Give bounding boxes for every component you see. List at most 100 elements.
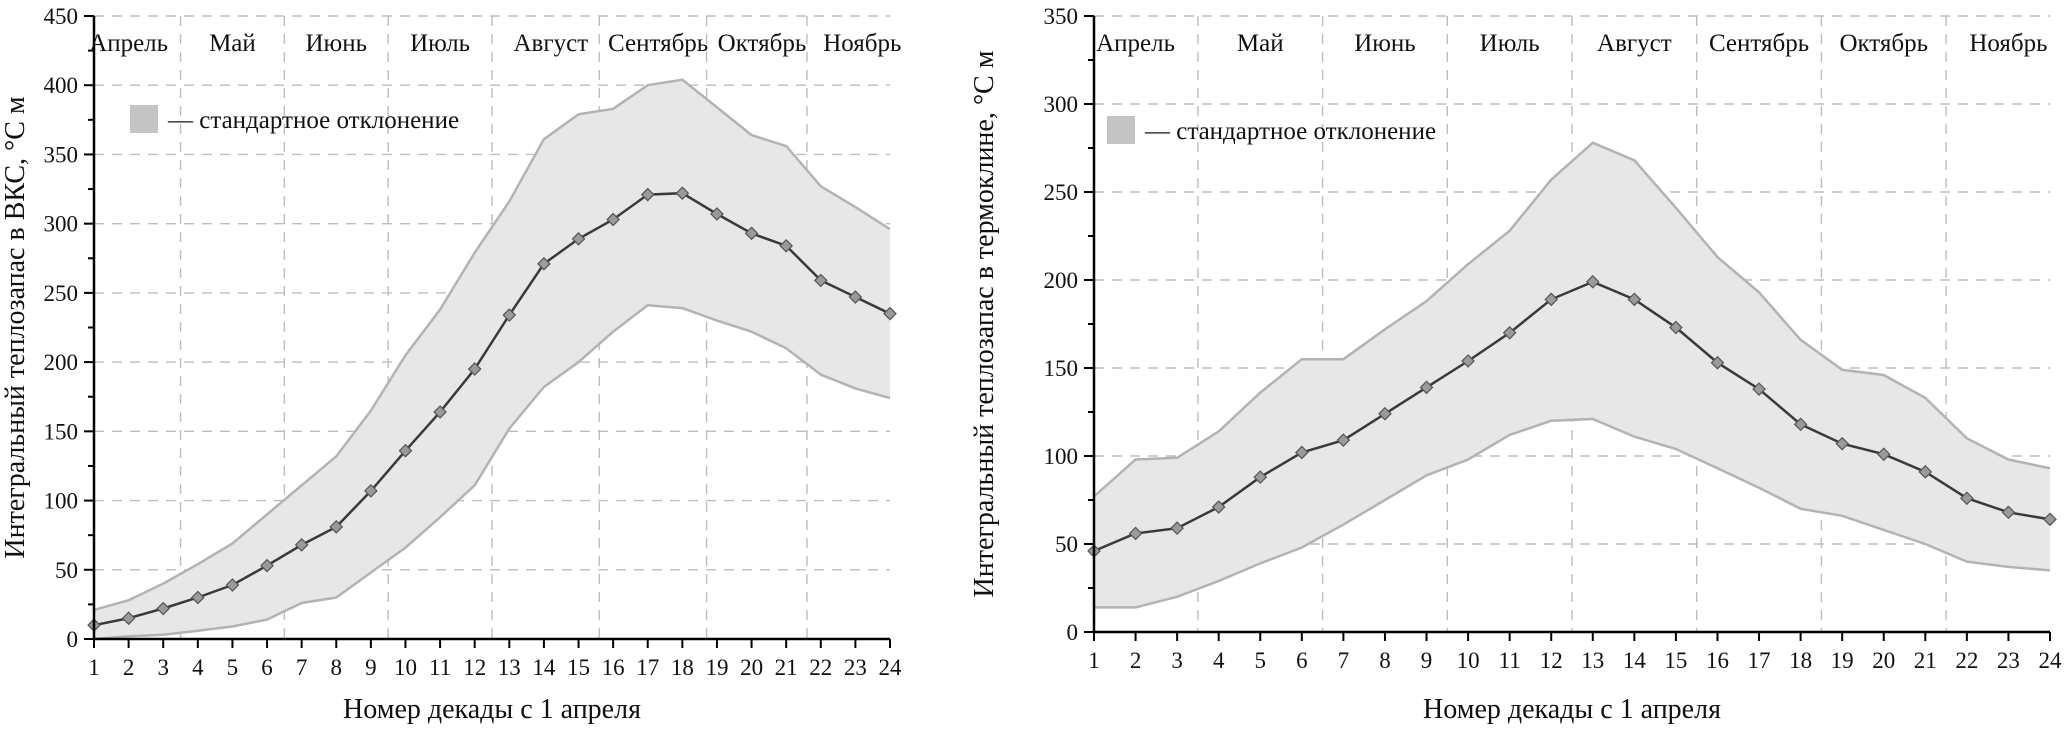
c1-x-tick-label-12: 12 xyxy=(1540,648,1563,673)
c0-x-tick-label-9: 9 xyxy=(365,655,377,680)
c0-mean-point-7 xyxy=(294,538,309,552)
c0-mean-point-3 xyxy=(156,601,171,616)
c0-y-axis-title: Интегральный теплозапас в ВКС, °С м xyxy=(0,96,31,559)
c0-mean-point-10 xyxy=(398,443,413,458)
c1-y-tick-label-100: 100 xyxy=(1044,444,1079,469)
c1-y-tick-label-200: 200 xyxy=(1044,268,1079,293)
chart-left: 0 50 100 150 200 250 300 350 400 450 1 2 3 4 5 6 7 8 9 10 11… xyxy=(0,0,1000,730)
c0-y-tick-label-450: 450 xyxy=(44,4,79,29)
c1-mean-point-5 xyxy=(1253,470,1268,484)
c1-x-tick-label-17: 17 xyxy=(1748,648,1771,673)
c0-mean-point-4 xyxy=(190,590,205,605)
c1-mean-point-19 xyxy=(1835,436,1850,451)
c1-y-tick-label-250: 250 xyxy=(1044,180,1079,205)
c0-mean-point-13 xyxy=(502,308,517,322)
c0-mean-point-16 xyxy=(606,212,620,227)
c1-x-tick-label-6: 6 xyxy=(1296,648,1308,673)
c1-month-label-4: Август xyxy=(1597,30,1672,57)
c1-x-tick-label-4: 4 xyxy=(1213,648,1225,673)
c0-x-tick-label-6: 6 xyxy=(261,655,273,680)
c1-x-tick-label-3: 3 xyxy=(1171,648,1183,673)
c0-mean-point-11 xyxy=(433,405,447,419)
c1-month-label-0: Апрель xyxy=(1096,30,1175,57)
c0-x-tick-label-7: 7 xyxy=(296,655,308,680)
c0-mean-point-23 xyxy=(848,290,863,304)
c0-month-label-2: Июнь xyxy=(306,30,368,57)
c1-x-tick-label-22: 22 xyxy=(1955,648,1978,673)
c0-x-tick-label-5: 5 xyxy=(227,655,239,680)
c1-x-tick-label-16: 16 xyxy=(1706,648,1729,673)
c0-mean-point-17 xyxy=(640,187,655,202)
c0-mean-point-6 xyxy=(260,558,274,573)
c0-mean-point-8 xyxy=(329,520,344,534)
c1-mean-point-7 xyxy=(1336,433,1351,448)
c0-y-tick-label-250: 250 xyxy=(44,281,79,306)
c0-month-label-7: Ноябрь xyxy=(823,30,901,57)
c1-mean-point-10 xyxy=(1461,354,1475,368)
c0-x-tick-label-19: 19 xyxy=(705,655,728,680)
c0-x-tick-label-1: 1 xyxy=(88,655,100,680)
c1-mean-point-12 xyxy=(1544,292,1559,307)
c0-x-tick-label-11: 11 xyxy=(429,655,451,680)
c0-y-tick-label-350: 350 xyxy=(44,142,79,167)
c1-std-band xyxy=(1094,142,2050,608)
c1-x-tick-label-10: 10 xyxy=(1457,648,1480,673)
c1-x-tick-label-2: 2 xyxy=(1130,648,1142,673)
c0-month-label-3: Июль xyxy=(410,30,470,57)
chart-right: 0 50 100 150 200 250 300 350 1 2 3 4 5 6 7 8 9 10 11 12 13 14… xyxy=(965,0,2069,730)
c1-y-axis-title: Интегральный теплозапас в термоклине, °С… xyxy=(969,50,1000,597)
c1-x-tick-label-19: 19 xyxy=(1831,648,1854,673)
c0-month-label-5: Сентябрь xyxy=(608,30,708,57)
c0-mean-point-12 xyxy=(467,362,482,376)
c0-std-band xyxy=(94,79,890,639)
c0-y-tick-label-150: 150 xyxy=(44,419,79,444)
c0-mean-point-14 xyxy=(537,256,551,271)
c1-y-tick-label-150: 150 xyxy=(1044,356,1079,381)
c1-mean-point-23 xyxy=(2001,505,2016,520)
c0-mean-point-20 xyxy=(744,226,759,241)
c1-x-tick-label-5: 5 xyxy=(1255,648,1267,673)
c1-legend-text: — стандартное отклонение xyxy=(1144,118,1436,145)
c1-y-tick-label-50: 50 xyxy=(1055,532,1078,557)
c1-mean-point-6 xyxy=(1294,445,1309,460)
c1-mean-point-20 xyxy=(1876,447,1891,462)
c1-x-tick-label-14: 14 xyxy=(1623,648,1647,673)
c0-x-tick-label-17: 17 xyxy=(636,655,659,680)
c1-lower-bound-line xyxy=(1094,417,2051,609)
c0-x-tick-label-2: 2 xyxy=(123,655,135,680)
c0-mean-point-22 xyxy=(813,273,828,288)
c0-mean-line xyxy=(93,191,891,627)
c0-x-tick-label-14: 14 xyxy=(532,655,556,680)
c1-month-label-2: Июнь xyxy=(1354,30,1416,57)
c0-x-tick-label-21: 21 xyxy=(775,655,798,680)
c0-x-tick-label-10: 10 xyxy=(394,655,417,680)
c1-x-tick-label-15: 15 xyxy=(1664,648,1687,673)
c1-mean-point-16 xyxy=(1710,355,1725,370)
c1-mean-point-21 xyxy=(1918,464,1933,479)
c0-x-tick-label-24: 24 xyxy=(879,655,903,680)
c0-y-tick-label-200: 200 xyxy=(44,350,79,375)
c0-mean-point-21 xyxy=(779,238,794,253)
c0-x-tick-label-3: 3 xyxy=(157,655,169,680)
c0-lower-bound-line xyxy=(93,304,891,641)
c0-y-tick-label-100: 100 xyxy=(44,489,79,514)
c0-x-tick-label-15: 15 xyxy=(567,655,590,680)
c0-mean-point-19 xyxy=(710,207,724,221)
c1-mean-point-11 xyxy=(1502,325,1517,340)
c0-month-label-0: Апрель xyxy=(89,30,168,57)
c0-legend-swatch xyxy=(130,105,158,133)
c0-month-label-1: Май xyxy=(209,30,256,57)
c1-x-tick-label-21: 21 xyxy=(1914,648,1937,673)
c1-x-tick-label-20: 20 xyxy=(1872,648,1895,673)
c1-x-tick-label-8: 8 xyxy=(1379,648,1391,673)
c0-x-tick-label-16: 16 xyxy=(602,655,625,680)
c1-mean-point-15 xyxy=(1669,320,1683,335)
c1-x-tick-label-18: 18 xyxy=(1789,648,1812,673)
c1-month-label-6: Октябрь xyxy=(1839,30,1928,57)
c1-y-tick-label-0: 0 xyxy=(1067,620,1079,645)
c0-mean-point-9 xyxy=(364,484,378,498)
c0-mean-point-24 xyxy=(883,306,897,321)
c0-month-label-6: Октябрь xyxy=(718,30,807,57)
